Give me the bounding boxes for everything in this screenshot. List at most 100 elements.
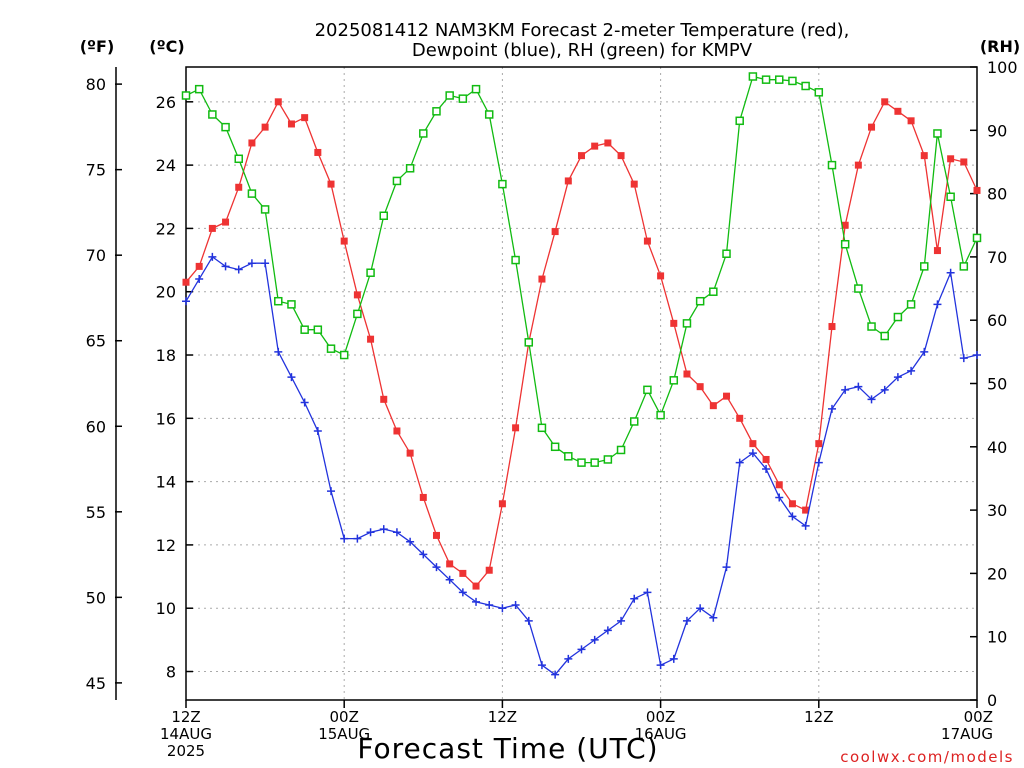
dewpoint-point [300, 398, 309, 407]
temperature-point [630, 180, 638, 188]
temperature-point [208, 224, 216, 232]
x-tick-label: 12Z [488, 708, 517, 726]
temperature-point [709, 402, 717, 410]
axes: 8 10 12 14 16 18 20 22 24 26 0 10 20 30 40 50 60 70 80 90 10… [86, 58, 1018, 710]
temperature-point [261, 123, 269, 131]
rh-point [788, 76, 797, 86]
temperature-point [604, 139, 612, 147]
temperature-point [683, 370, 691, 378]
dewpoint-point [907, 366, 916, 375]
temperature-point [775, 481, 783, 489]
rh-point [484, 110, 494, 119]
rh-point [511, 255, 520, 265]
rh-point [906, 300, 916, 309]
tick-label-fahrenheit: 75 [86, 161, 106, 180]
temperature-point [432, 531, 440, 539]
tick-label-celsius: 16 [156, 409, 176, 428]
rh-point [577, 458, 586, 467]
temperature-point [907, 117, 915, 125]
tick-label-rh: 40 [987, 438, 1007, 457]
dewpoint-point [208, 252, 217, 261]
rh-point [419, 129, 428, 138]
temperature-point [538, 275, 546, 283]
dewpoint-point [287, 373, 296, 382]
temperature-point [472, 582, 480, 590]
temperature-point [182, 278, 190, 286]
tick-label-fahrenheit: 70 [86, 246, 106, 265]
tick-label-celsius: 14 [156, 473, 176, 492]
dewpoint-point [814, 458, 823, 467]
dewpoint-point [854, 382, 863, 391]
tick-label-rh: 50 [987, 375, 1007, 394]
temperature-point [235, 183, 243, 191]
temperature-point [828, 323, 836, 331]
rh-point [709, 287, 718, 296]
temperature-point [551, 228, 559, 236]
dewpoint-point [392, 528, 401, 537]
temperature-point [353, 291, 361, 299]
temperature-point [736, 414, 744, 422]
temperature-point [380, 395, 388, 403]
dewpoint-point [406, 537, 415, 546]
dewpoint-point [182, 297, 190, 306]
rh-point [840, 239, 850, 249]
dewpoint-point [195, 275, 204, 284]
temperature-point [222, 218, 230, 226]
tick-label-celsius: 8 [166, 663, 176, 682]
temperature-point [960, 158, 968, 166]
rh-point [814, 88, 824, 97]
rh-point [735, 116, 744, 126]
dewpoint-point [933, 300, 942, 309]
temperature-point [881, 98, 889, 106]
temperature-point [670, 319, 678, 327]
temperature-point [314, 148, 322, 156]
dewpoint-point [458, 588, 467, 597]
dewpoint-point [603, 626, 612, 635]
tick-label-celsius: 18 [156, 346, 176, 365]
rh-point [669, 376, 679, 385]
rh-point [208, 110, 217, 119]
tick-label-rh: 10 [987, 628, 1007, 647]
axis-label-fahrenheit: (ºF) [80, 37, 115, 56]
rh-point [524, 338, 534, 347]
rh-point [274, 296, 283, 306]
dewpoint-point [630, 594, 639, 603]
tick-label-rh: 90 [987, 121, 1007, 140]
rh-point [827, 160, 837, 170]
rh-point [801, 81, 810, 91]
rh-point [458, 94, 468, 103]
rh-point [867, 322, 876, 331]
dewpoint-point [669, 654, 678, 663]
temperature-point [841, 221, 849, 229]
dewpoint-point [432, 563, 441, 572]
rh-point [221, 122, 230, 132]
dewpoint-point [841, 385, 850, 394]
dewpoint-point [445, 575, 454, 584]
tick-label-fahrenheit: 60 [86, 417, 106, 436]
rh-point [933, 129, 942, 138]
x-tick-label: 00Z [964, 708, 993, 726]
tick-label-celsius: 12 [156, 536, 176, 555]
tick-label-celsius: 24 [156, 156, 176, 175]
temperature-point [723, 392, 731, 400]
tick-label-celsius: 22 [156, 219, 176, 238]
x-tick-label: 14AUG [160, 725, 212, 743]
dewpoint-point [973, 351, 981, 360]
rh-point [537, 423, 547, 433]
tick-label-celsius: 10 [156, 599, 176, 618]
dewpoint-point [261, 259, 270, 268]
dewpoint-point [498, 604, 507, 613]
tick-label-rh: 20 [987, 564, 1007, 583]
dewpoint-point [537, 661, 546, 670]
dewpoint-point [748, 449, 757, 458]
rh-point [920, 262, 929, 271]
dewpoint-point [643, 588, 652, 597]
temperature-point [591, 142, 599, 150]
rh-point [695, 296, 705, 306]
tick-label-fahrenheit: 50 [86, 588, 106, 607]
rh-point [260, 205, 270, 214]
rh-point [775, 75, 784, 84]
rh-point [234, 154, 243, 164]
